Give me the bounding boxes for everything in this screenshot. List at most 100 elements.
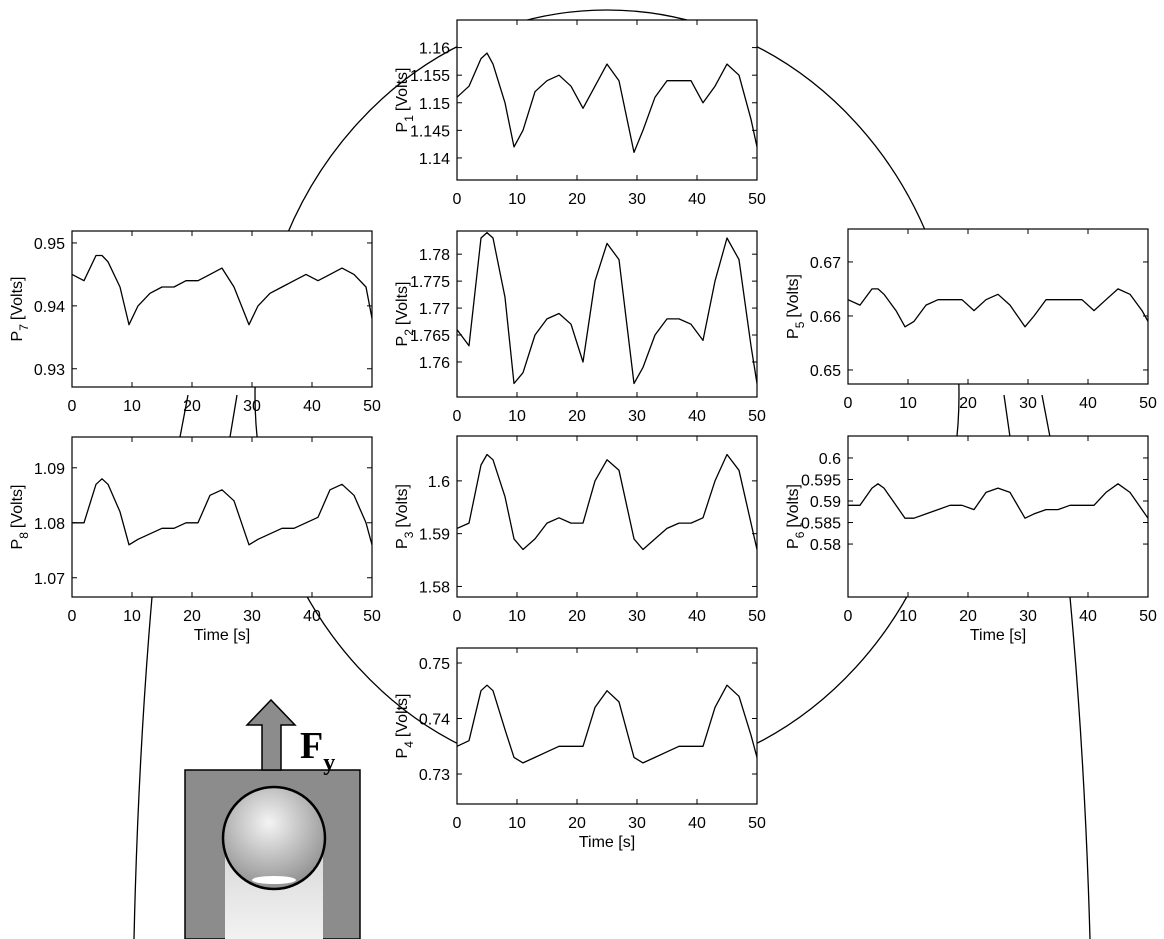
x-tick-label: 10 bbox=[508, 408, 526, 425]
y-tick-label: 1.08 bbox=[34, 516, 65, 533]
x-tick-label: 40 bbox=[688, 608, 706, 625]
y-tick-label: 1.6 bbox=[428, 474, 450, 491]
force-symbol: F bbox=[300, 725, 323, 767]
x-tick-label: 50 bbox=[748, 408, 766, 425]
plot-frame bbox=[457, 20, 757, 180]
y-label-symbol: P bbox=[394, 336, 411, 347]
x-tick-label: 30 bbox=[628, 408, 646, 425]
x-tick-label: 10 bbox=[508, 608, 526, 625]
y-tick-label: 0.67 bbox=[810, 255, 841, 272]
highlight bbox=[252, 876, 296, 884]
figure: Fy 010203040501.141.1451.151.1551.16P1[V… bbox=[0, 0, 1164, 939]
x-tick-label: 0 bbox=[68, 608, 77, 625]
x-tick-label: 30 bbox=[243, 398, 261, 415]
y-tick-label: 1.775 bbox=[410, 274, 450, 291]
y-tick-label: 1.15 bbox=[419, 96, 450, 113]
y-tick-label: 0.93 bbox=[34, 362, 65, 379]
y-label-symbol: P bbox=[785, 328, 802, 339]
y-tick-label: 0.94 bbox=[34, 299, 65, 316]
y-label-unit: [Volts] bbox=[394, 484, 411, 528]
y-axis-label: P7[Volts] bbox=[9, 277, 31, 342]
x-tick-label: 50 bbox=[748, 815, 766, 832]
y-axis-label: P2 [Volts] bbox=[394, 282, 416, 347]
x-tick-label: 20 bbox=[568, 815, 586, 832]
y-label-symbol: P bbox=[394, 122, 411, 133]
x-tick-label: 20 bbox=[568, 408, 586, 425]
y-tick-label: 1.145 bbox=[410, 123, 450, 140]
x-tick-label: 50 bbox=[748, 608, 766, 625]
x-tick-label: 10 bbox=[899, 608, 917, 625]
y-tick-label: 1.14 bbox=[419, 151, 450, 168]
y-label-subscript: 6 bbox=[793, 531, 807, 538]
x-tick-label: 0 bbox=[453, 815, 462, 832]
x-tick-label: 40 bbox=[303, 608, 321, 625]
y-tick-label: 0.74 bbox=[419, 712, 450, 729]
fingertip bbox=[223, 787, 325, 889]
y-tick-label: 1.58 bbox=[419, 579, 450, 596]
y-axis-label: P4[Volts] bbox=[394, 694, 416, 759]
x-tick-label: 50 bbox=[363, 398, 381, 415]
x-tick-label: 40 bbox=[688, 815, 706, 832]
y-label-unit: [Volts] bbox=[9, 277, 26, 321]
x-tick-label: 20 bbox=[959, 608, 977, 625]
y-tick-label: 0.75 bbox=[419, 656, 450, 673]
y-tick-label: 0.59 bbox=[810, 494, 841, 511]
x-tick-label: 30 bbox=[1019, 608, 1037, 625]
y-label-subscript: 2 bbox=[402, 329, 416, 336]
y-tick-label: 1.155 bbox=[410, 68, 450, 85]
panel: 010203040501.071.081.09P8[Volts]Time [s] bbox=[9, 437, 381, 644]
force-arrow bbox=[247, 700, 295, 770]
x-tick-label: 20 bbox=[959, 395, 977, 412]
x-tick-label: 30 bbox=[243, 608, 261, 625]
plot-frame bbox=[457, 231, 757, 397]
x-tick-label: 50 bbox=[1139, 608, 1157, 625]
x-tick-label: 50 bbox=[1139, 395, 1157, 412]
x-tick-label: 0 bbox=[844, 395, 853, 412]
plot-frame bbox=[72, 231, 372, 387]
y-label-symbol: P bbox=[785, 538, 802, 549]
finger-icon: Fy bbox=[185, 700, 360, 939]
x-tick-label: 30 bbox=[628, 191, 646, 208]
x-tick-label: 20 bbox=[183, 398, 201, 415]
y-label-subscript: 5 bbox=[793, 321, 807, 328]
plot-frame bbox=[457, 648, 757, 804]
x-tick-label: 30 bbox=[628, 608, 646, 625]
x-tick-label: 0 bbox=[844, 608, 853, 625]
x-tick-label: 0 bbox=[453, 191, 462, 208]
connector bbox=[1042, 395, 1050, 437]
y-label-unit: [Volts] bbox=[394, 282, 411, 326]
y-label-subscript: 8 bbox=[17, 532, 31, 539]
force-subscript: y bbox=[323, 750, 335, 776]
plot-frame bbox=[72, 437, 372, 597]
y-tick-label: 1.59 bbox=[419, 527, 450, 544]
plot-frame bbox=[848, 436, 1148, 597]
y-label-symbol: P bbox=[394, 538, 411, 549]
x-tick-label: 30 bbox=[1019, 395, 1037, 412]
x-tick-label: 20 bbox=[568, 191, 586, 208]
y-tick-label: 1.07 bbox=[34, 571, 65, 588]
y-tick-label: 1.76 bbox=[419, 355, 450, 372]
x-axis-label: Time [s] bbox=[194, 627, 250, 644]
x-tick-label: 20 bbox=[183, 608, 201, 625]
x-tick-label: 30 bbox=[628, 815, 646, 832]
y-axis-label: P3[Volts] bbox=[394, 484, 416, 549]
y-label-unit: [Volts] bbox=[785, 484, 802, 528]
panel: 010203040500.930.940.95P7[Volts] bbox=[9, 231, 381, 415]
x-tick-label: 0 bbox=[453, 408, 462, 425]
force-label: Fy bbox=[300, 725, 335, 776]
connector bbox=[1004, 395, 1010, 437]
y-label-subscript: 4 bbox=[402, 741, 416, 748]
y-tick-label: 0.595 bbox=[801, 472, 841, 489]
x-tick-label: 10 bbox=[508, 815, 526, 832]
x-axis-label: Time [s] bbox=[970, 627, 1026, 644]
y-tick-label: 0.58 bbox=[810, 537, 841, 554]
panel: 010203040501.761.7651.771.7751.78P2[Volt… bbox=[394, 231, 766, 425]
y-label-subscript: 7 bbox=[17, 324, 31, 331]
x-tick-label: 40 bbox=[688, 191, 706, 208]
y-tick-label: 0.585 bbox=[801, 516, 841, 533]
x-axis-label: Time [s] bbox=[579, 834, 635, 851]
